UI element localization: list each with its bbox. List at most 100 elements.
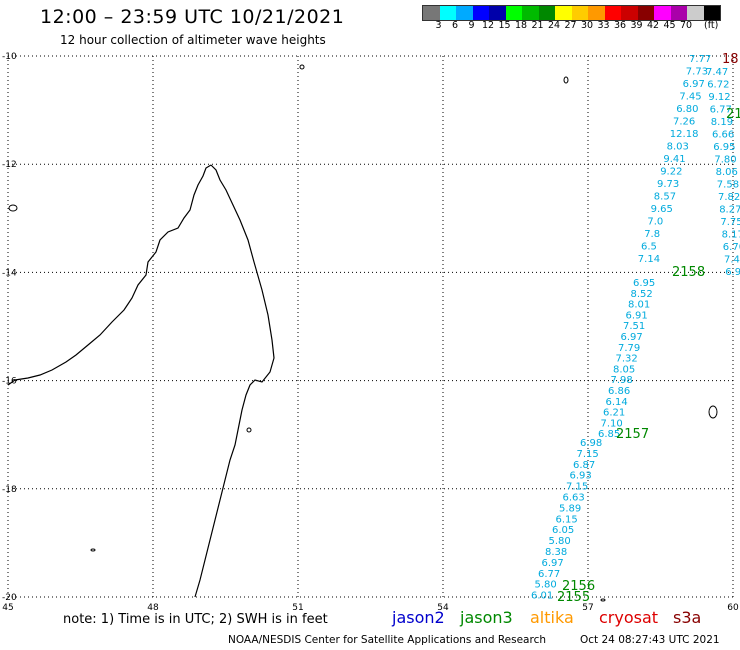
- swh-value: 8.05: [613, 364, 635, 375]
- swh-value: 7.8: [644, 229, 660, 240]
- swh-value: 6.77: [710, 105, 732, 116]
- footer-note: note: 1) Time is in UTC; 2) SWH is in fe…: [63, 612, 328, 627]
- swh-value: 7.80: [714, 155, 736, 166]
- swh-value: 8.01: [628, 300, 650, 311]
- color-scale-tick-label: 6: [451, 20, 459, 31]
- color-swatch: [456, 6, 473, 20]
- swh-value: 6.91: [725, 267, 740, 278]
- swh-value: 7.47: [706, 67, 728, 78]
- swh-value: 6.97: [683, 79, 705, 90]
- pass-number-label: 2157: [616, 427, 649, 442]
- swh-value: 6.97: [542, 558, 564, 569]
- swh-value: 6.91: [626, 310, 648, 321]
- edge-label: 21: [726, 107, 740, 122]
- swh-value: 5.80: [549, 536, 571, 547]
- legend-altika: altika: [530, 608, 574, 627]
- swh-value: 6.01: [531, 591, 553, 602]
- subtitle: 12 hour collection of altimeter wave hei…: [60, 33, 326, 47]
- color-scale-tick-label: 45: [663, 20, 676, 31]
- swh-value: 6.95: [713, 142, 735, 153]
- swh-value: 7.98: [611, 375, 633, 386]
- color-scale-bar: [422, 5, 721, 21]
- title: 12:00 – 23:59 UTC 10/21/2021: [40, 6, 345, 28]
- lat-tick-label: -14: [2, 268, 17, 278]
- swh-value: 6.98: [580, 438, 602, 449]
- island: [600, 598, 606, 602]
- pass-number-label: 2158: [672, 265, 705, 280]
- swh-value: 6.14: [606, 397, 628, 408]
- lon-tick-label: 57: [582, 603, 593, 613]
- swh-value: 7.15: [566, 482, 588, 493]
- lat-tick-label: -20: [2, 593, 17, 603]
- color-scale-tick-label: 70: [679, 20, 693, 31]
- swh-value: 5.80: [535, 580, 557, 591]
- color-scale-tick-label: 33: [597, 20, 610, 31]
- color-swatch: [604, 6, 621, 20]
- swh-value: 8.38: [545, 547, 567, 558]
- color-swatch: [555, 6, 572, 20]
- swh-value: 7.77: [689, 54, 711, 65]
- swh-value: 6.97: [621, 332, 643, 343]
- swh-value: 6.5: [641, 242, 657, 253]
- color-swatch: [621, 6, 638, 20]
- swh-value: 8.52: [631, 289, 653, 300]
- legend-jason2: jason2: [392, 608, 445, 627]
- swh-value: 8.17: [722, 230, 740, 241]
- swh-value: 7.58: [717, 180, 739, 191]
- color-swatch: [670, 6, 687, 20]
- swh-value: 8.06: [716, 167, 738, 178]
- color-scale-tick-label: 42: [646, 20, 660, 31]
- legend-jason3: jason3: [460, 608, 513, 627]
- color-swatch: [637, 6, 654, 20]
- swh-value: 8.27: [719, 205, 740, 216]
- color-scale-tick-label: 24: [547, 20, 561, 31]
- swh-value: 7.75: [720, 217, 740, 228]
- swh-value: 6.63: [563, 493, 585, 504]
- swh-value: 7.51: [623, 321, 645, 332]
- swh-value: 7.79: [618, 343, 640, 354]
- swh-value: 6.21: [603, 408, 625, 419]
- legend-cryosat: cryosat: [599, 608, 659, 627]
- swh-value: 6.77: [538, 569, 560, 580]
- lat-tick-label: -16: [2, 377, 17, 387]
- swh-value: 7.32: [616, 354, 638, 365]
- swh-value: 9.12: [708, 92, 730, 103]
- swh-value: 7.10: [601, 418, 623, 429]
- credit-line: NOAA/NESDIS Center for Satellite Applica…: [228, 634, 546, 646]
- swh-value: 12.18: [670, 129, 699, 140]
- swh-value: 9.22: [660, 167, 682, 178]
- color-scale-tick-label: 21: [531, 20, 544, 31]
- pass-number-label: 2156: [562, 579, 595, 594]
- color-scale-tick-label: 18: [514, 20, 528, 31]
- swh-value: 6.05: [552, 525, 574, 536]
- swh-value: 6.72: [707, 80, 729, 91]
- swh-value: 7.0: [647, 217, 663, 228]
- color-swatch: [538, 6, 555, 20]
- color-scale-tick-label: 12: [481, 20, 495, 31]
- island: [563, 76, 569, 84]
- color-swatch: [472, 6, 489, 20]
- swh-value: 6.66: [712, 130, 734, 141]
- swh-value: 7.73: [686, 67, 708, 78]
- color-scale-tick-label: 36: [613, 20, 627, 31]
- lon-tick-label: 54: [437, 603, 449, 613]
- swh-value: 9.65: [651, 204, 673, 215]
- color-swatch: [571, 6, 588, 20]
- swh-value: 7.26: [673, 117, 695, 128]
- color-scale-tick-label: 30: [580, 20, 594, 31]
- island: [708, 405, 718, 419]
- swh-value: 7.42: [724, 255, 740, 266]
- lon-tick-label: 45: [2, 603, 13, 613]
- swh-value: 6.95: [633, 278, 655, 289]
- swh-value: 8.57: [654, 192, 676, 203]
- lat-tick-label: -12: [2, 160, 17, 170]
- island: [246, 427, 252, 433]
- color-swatch: [439, 6, 456, 20]
- color-swatch: [489, 6, 506, 20]
- swh-value: 8.19: [711, 117, 733, 128]
- coastline-east: [194, 164, 275, 598]
- swh-value: 8.03: [667, 142, 689, 153]
- swh-value: 6.85: [598, 429, 620, 440]
- swh-value: 6.87: [573, 460, 595, 471]
- color-scale-unit: (ft): [704, 20, 719, 31]
